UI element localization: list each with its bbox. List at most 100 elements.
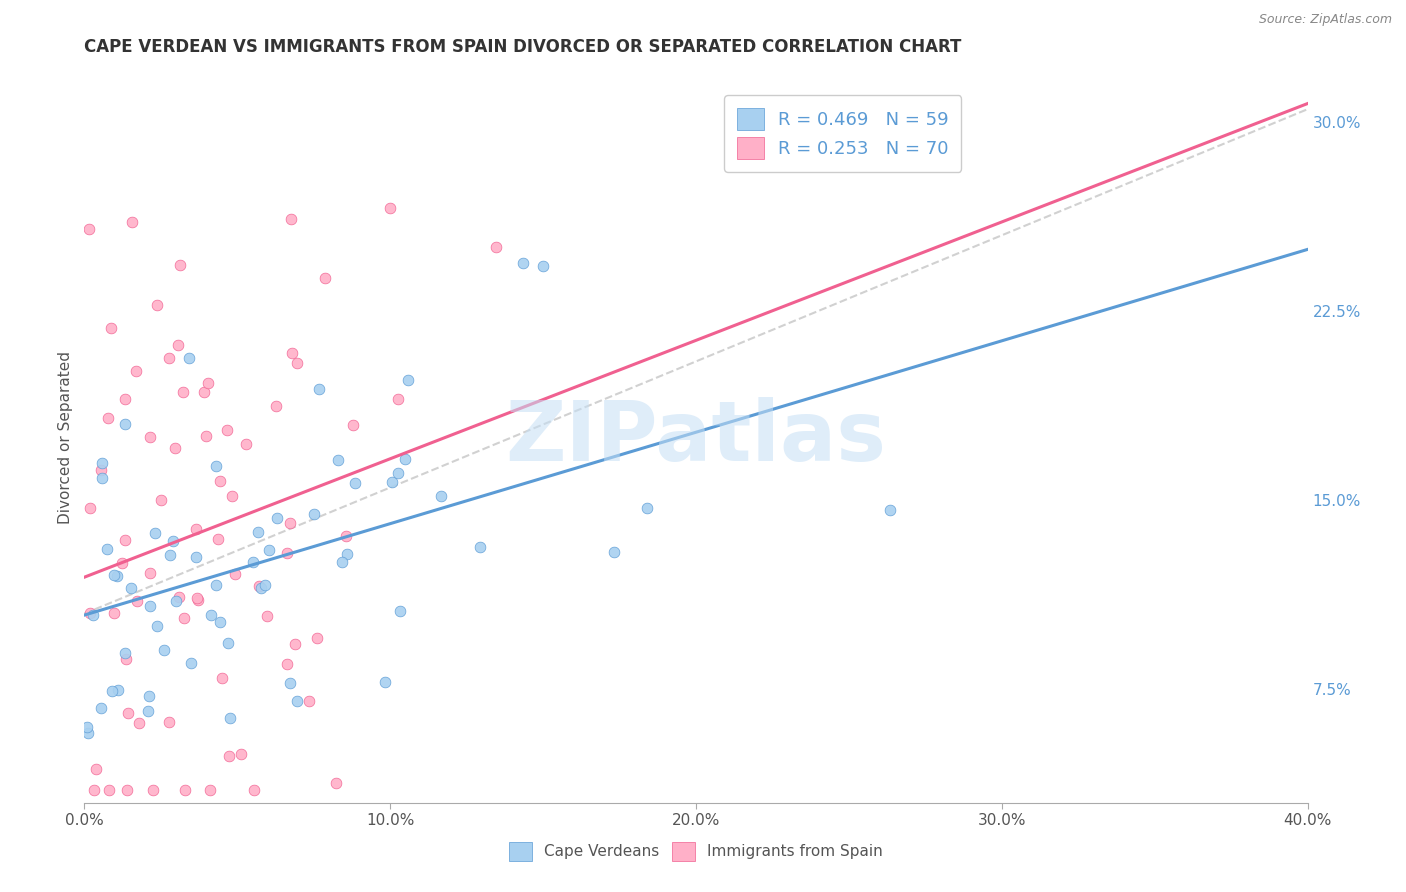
Point — [314, 270, 336, 285]
Point — [531, 259, 554, 273]
Text: Source: ZipAtlas.com: Source: ZipAtlas.com — [1258, 13, 1392, 27]
Point — [342, 418, 364, 433]
Point — [285, 694, 308, 708]
Point — [103, 606, 125, 620]
Point — [172, 384, 194, 399]
Point — [373, 674, 395, 689]
Point — [114, 646, 136, 660]
Point — [330, 555, 353, 569]
Point — [308, 383, 330, 397]
Point — [242, 555, 264, 569]
Point — [114, 392, 136, 407]
Point — [336, 547, 359, 561]
Point — [174, 783, 197, 797]
Point — [205, 578, 228, 592]
Point — [278, 516, 301, 531]
Point — [208, 475, 231, 489]
Point — [165, 593, 187, 607]
Point — [217, 636, 239, 650]
Point — [335, 528, 357, 542]
Point — [177, 351, 200, 365]
Point — [90, 471, 112, 485]
Point — [430, 489, 453, 503]
Point — [387, 466, 409, 480]
Point — [117, 783, 139, 797]
Point — [76, 720, 98, 734]
Point — [256, 609, 278, 624]
Point — [512, 256, 534, 270]
Point — [79, 501, 101, 516]
Point — [167, 590, 190, 604]
Point — [180, 656, 202, 670]
Point — [284, 637, 307, 651]
Point — [97, 783, 120, 797]
Point — [879, 503, 901, 517]
Point — [235, 436, 257, 450]
Point — [205, 458, 228, 473]
Text: CAPE VERDEAN VS IMMIGRANTS FROM SPAIN DIVORCED OR SEPARATED CORRELATION CHART: CAPE VERDEAN VS IMMIGRANTS FROM SPAIN DI… — [84, 38, 962, 56]
Point — [297, 693, 319, 707]
Point — [186, 591, 208, 606]
Point — [394, 452, 416, 467]
Point — [139, 566, 162, 581]
Point — [280, 211, 302, 226]
Point — [101, 683, 124, 698]
Point — [229, 747, 252, 762]
Point — [157, 714, 180, 729]
Point — [100, 321, 122, 335]
Point — [97, 410, 120, 425]
Point — [143, 525, 166, 540]
Point — [128, 716, 150, 731]
Point — [278, 675, 301, 690]
Point — [304, 508, 326, 522]
Point — [145, 618, 167, 632]
Point — [264, 400, 287, 414]
Point — [221, 489, 243, 503]
Point — [157, 351, 180, 365]
Point — [77, 725, 100, 739]
Point — [114, 417, 136, 431]
Point — [173, 611, 195, 625]
Point — [187, 593, 209, 607]
Point — [163, 441, 186, 455]
Point — [195, 429, 218, 443]
Point — [107, 568, 129, 582]
Point — [90, 463, 112, 477]
Point — [247, 524, 270, 539]
Point — [86, 763, 108, 777]
Point — [127, 594, 149, 608]
Point — [281, 345, 304, 359]
Point — [243, 783, 266, 797]
Point — [200, 607, 222, 622]
Point — [285, 356, 308, 370]
Point — [257, 543, 280, 558]
Point — [198, 783, 221, 797]
Point — [468, 541, 491, 555]
Point — [224, 566, 246, 581]
Point — [250, 581, 273, 595]
Point — [136, 704, 159, 718]
Point — [387, 392, 409, 407]
Point — [396, 374, 419, 388]
Point — [121, 214, 143, 228]
Point — [166, 337, 188, 351]
Point — [218, 749, 240, 764]
Point — [603, 545, 626, 559]
Point — [159, 548, 181, 562]
Point — [326, 452, 349, 467]
Point — [91, 456, 114, 470]
Point — [344, 476, 367, 491]
Point — [153, 643, 176, 657]
Point — [217, 423, 239, 437]
Point — [90, 701, 112, 715]
Point — [162, 534, 184, 549]
Point — [79, 606, 101, 620]
Point — [120, 581, 142, 595]
Point — [266, 510, 288, 524]
Point — [208, 615, 231, 629]
Point — [96, 541, 118, 556]
Point — [107, 682, 129, 697]
Point — [149, 493, 172, 508]
Legend: Cape Verdeans, Immigrants from Spain: Cape Verdeans, Immigrants from Spain — [502, 834, 890, 868]
Point — [381, 475, 404, 490]
